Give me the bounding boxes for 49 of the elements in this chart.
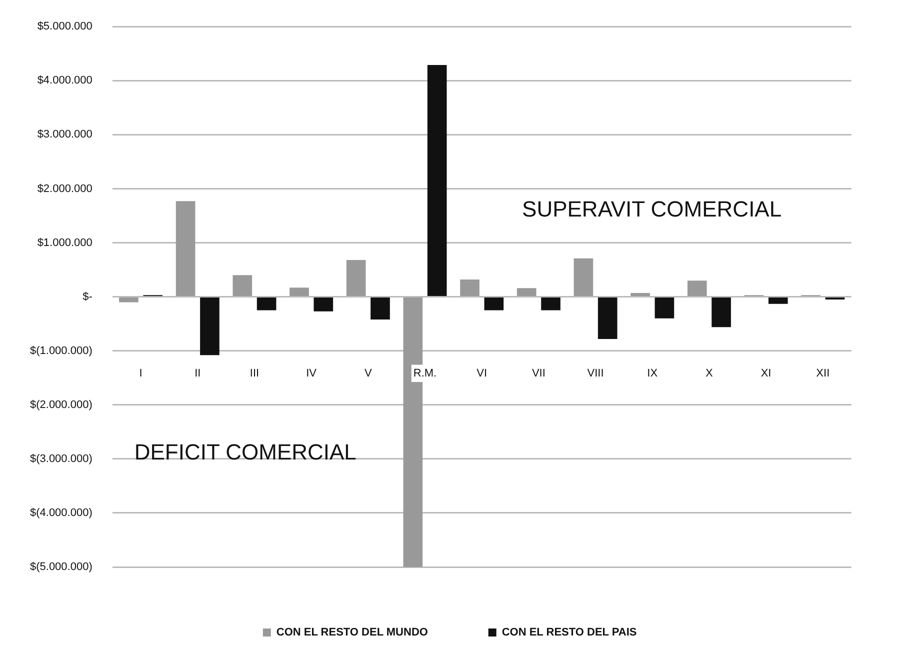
y-tick-label: $4.000.000 xyxy=(37,74,92,87)
bar xyxy=(630,293,650,296)
x-tick-label: IV xyxy=(306,367,318,380)
x-tick-label: IX xyxy=(647,367,658,380)
x-tick-label: II xyxy=(194,367,201,380)
bar xyxy=(460,280,480,296)
bar xyxy=(200,298,220,356)
bar xyxy=(370,298,390,320)
y-tick-label: $(1.000.000) xyxy=(30,344,92,357)
y-tick-label: $1.000.000 xyxy=(37,236,92,249)
bar xyxy=(314,298,334,312)
y-tick-label: $3.000.000 xyxy=(37,128,92,141)
bar xyxy=(256,298,276,310)
x-tick-label: R.M. xyxy=(413,367,437,380)
bar xyxy=(598,298,618,339)
y-tick-label: $- xyxy=(82,290,93,303)
bar xyxy=(346,260,366,296)
bar xyxy=(176,201,196,296)
bar xyxy=(290,288,309,296)
bar xyxy=(119,298,138,302)
bar xyxy=(654,298,674,318)
bar xyxy=(232,275,252,296)
annotation: DEFICIT COMERCIAL xyxy=(134,440,356,465)
x-tick-label: VI xyxy=(476,367,488,380)
bar xyxy=(712,298,731,328)
x-tick-label: X xyxy=(706,367,714,380)
x-tick-label: I xyxy=(139,367,142,380)
x-tick-label: VII xyxy=(532,367,546,380)
bar xyxy=(427,64,447,296)
y-tick-label: $(2.000.000) xyxy=(30,398,92,411)
bar xyxy=(574,258,594,296)
bar xyxy=(541,298,560,310)
y-tick-label: $(5.000.000) xyxy=(30,561,92,574)
x-tick-label: XI xyxy=(760,367,772,380)
legend-label: CON EL RESTO DEL MUNDO xyxy=(276,626,428,639)
y-tick-label: $2.000.000 xyxy=(37,182,92,195)
bar xyxy=(687,280,707,296)
y-tick-label: $5.000.000 xyxy=(37,20,92,33)
bar xyxy=(768,298,788,304)
bar xyxy=(484,298,504,310)
bar xyxy=(516,288,536,296)
y-tick-label: $(3.000.000) xyxy=(30,452,92,465)
x-tick-label: III xyxy=(250,367,260,380)
y-tick-label: $(4.000.000) xyxy=(30,506,92,519)
x-tick-label: VIII xyxy=(587,367,604,380)
legend-label: CON EL RESTO DEL PAIS xyxy=(502,626,637,639)
x-tick-label: V xyxy=(364,367,372,380)
x-tick-label: XII xyxy=(816,367,830,380)
annotation: SUPERAVIT COMERCIAL xyxy=(522,196,782,222)
